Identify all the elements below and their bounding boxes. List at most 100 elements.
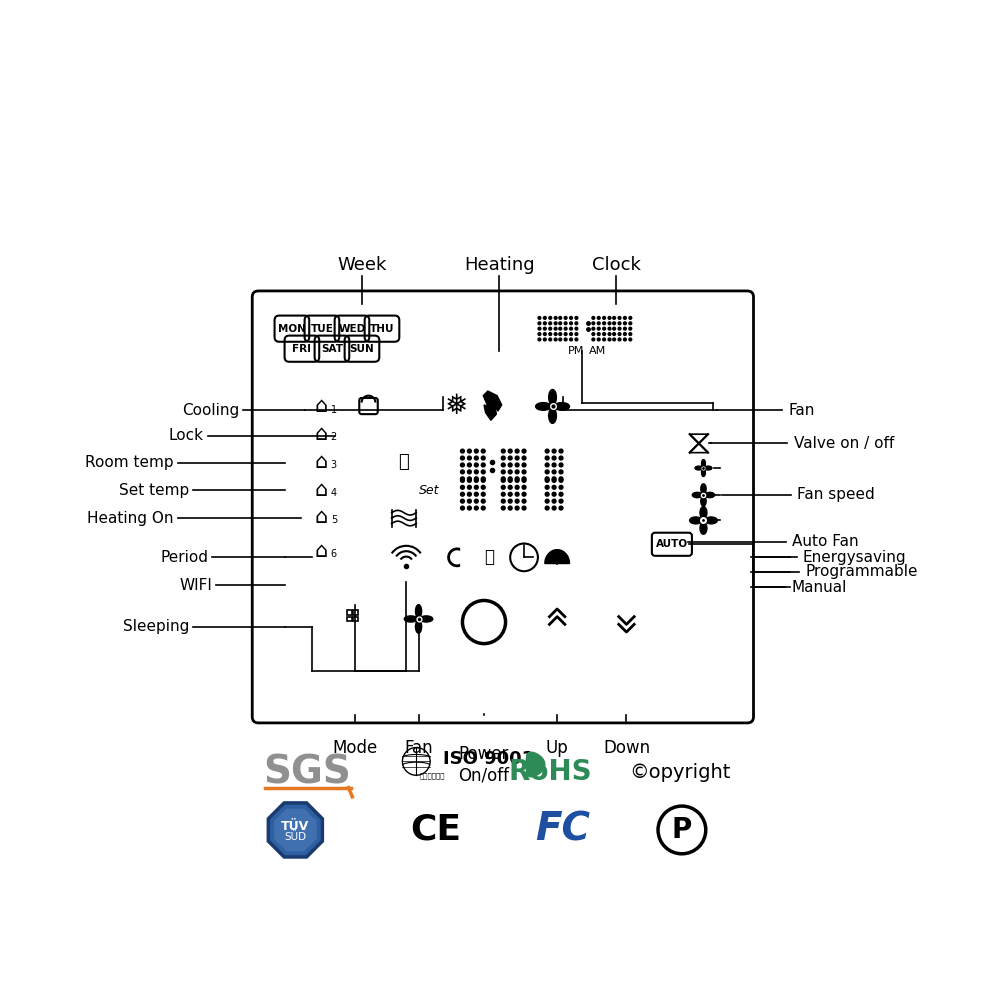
Circle shape (545, 499, 549, 503)
Text: Sleeping: Sleeping (123, 619, 189, 634)
Text: Power
On/off: Power On/off (459, 745, 510, 784)
Text: ISO 9001: ISO 9001 (443, 750, 534, 768)
Circle shape (501, 463, 505, 467)
Circle shape (559, 463, 563, 467)
Circle shape (570, 322, 572, 325)
Text: THU: THU (370, 324, 394, 334)
Circle shape (597, 333, 600, 335)
Circle shape (508, 449, 512, 453)
Text: Auto Fan: Auto Fan (792, 534, 859, 549)
Circle shape (545, 506, 549, 510)
Circle shape (549, 333, 552, 335)
Text: Fan: Fan (404, 739, 433, 757)
Circle shape (515, 499, 519, 503)
Circle shape (549, 327, 552, 330)
Circle shape (515, 478, 519, 482)
Circle shape (570, 333, 572, 335)
Ellipse shape (700, 522, 707, 534)
Circle shape (570, 317, 572, 319)
Ellipse shape (701, 496, 706, 506)
Ellipse shape (549, 389, 556, 405)
Circle shape (608, 333, 611, 335)
Circle shape (515, 506, 519, 510)
Circle shape (501, 470, 505, 474)
Circle shape (570, 338, 572, 341)
Circle shape (474, 478, 478, 482)
Circle shape (575, 317, 578, 319)
Circle shape (461, 506, 464, 510)
Circle shape (474, 456, 478, 460)
Circle shape (522, 478, 526, 482)
Text: ⌂: ⌂ (315, 424, 328, 444)
Circle shape (501, 499, 505, 503)
Text: AM: AM (589, 346, 606, 356)
Circle shape (501, 449, 505, 453)
Ellipse shape (705, 517, 717, 524)
Circle shape (481, 456, 485, 460)
Circle shape (552, 470, 556, 474)
Circle shape (515, 492, 519, 496)
Circle shape (508, 463, 512, 467)
Ellipse shape (702, 460, 705, 467)
Circle shape (629, 333, 632, 335)
Circle shape (461, 485, 464, 489)
Circle shape (559, 327, 562, 330)
Text: Fan speed: Fan speed (797, 487, 875, 502)
Circle shape (559, 478, 563, 482)
Text: ⌂: ⌂ (315, 480, 328, 500)
Circle shape (554, 333, 557, 335)
Ellipse shape (415, 605, 422, 618)
Circle shape (522, 506, 526, 510)
Ellipse shape (705, 492, 715, 498)
Text: 6: 6 (331, 549, 337, 559)
Circle shape (549, 322, 552, 325)
Circle shape (597, 322, 600, 325)
Circle shape (481, 477, 485, 481)
Circle shape (467, 478, 471, 482)
Ellipse shape (404, 616, 417, 622)
Circle shape (552, 449, 556, 453)
Text: SÜD: SÜD (284, 832, 306, 842)
Circle shape (559, 492, 563, 496)
Circle shape (461, 478, 464, 482)
Circle shape (508, 478, 512, 482)
Circle shape (461, 492, 464, 496)
Circle shape (461, 456, 464, 460)
Circle shape (515, 470, 519, 474)
Text: PM: PM (567, 346, 584, 356)
Circle shape (474, 477, 478, 481)
Wedge shape (460, 546, 472, 569)
Text: Valve on / off: Valve on / off (794, 436, 894, 451)
Circle shape (554, 338, 557, 341)
Text: SGS: SGS (263, 753, 351, 791)
Circle shape (570, 327, 572, 330)
Circle shape (559, 477, 563, 481)
Circle shape (543, 327, 546, 330)
Circle shape (515, 477, 519, 481)
Circle shape (508, 492, 512, 496)
Text: MON: MON (278, 324, 306, 334)
Text: Cooling: Cooling (182, 403, 239, 418)
Circle shape (474, 470, 478, 474)
Circle shape (552, 499, 556, 503)
Text: Set: Set (419, 484, 439, 497)
Circle shape (474, 463, 478, 467)
Circle shape (461, 470, 464, 474)
Text: Heating: Heating (464, 256, 535, 274)
Circle shape (613, 338, 616, 341)
Text: WIFI: WIFI (179, 578, 212, 593)
Text: Mode: Mode (333, 739, 378, 757)
Circle shape (474, 492, 478, 496)
Circle shape (559, 506, 563, 510)
Circle shape (559, 499, 563, 503)
Ellipse shape (536, 403, 551, 410)
Circle shape (501, 492, 505, 496)
Circle shape (467, 492, 471, 496)
Circle shape (481, 485, 485, 489)
Circle shape (552, 477, 556, 481)
Circle shape (481, 470, 485, 474)
Circle shape (474, 485, 478, 489)
Circle shape (629, 327, 632, 330)
Circle shape (552, 492, 556, 496)
Text: Room temp: Room temp (85, 455, 174, 470)
